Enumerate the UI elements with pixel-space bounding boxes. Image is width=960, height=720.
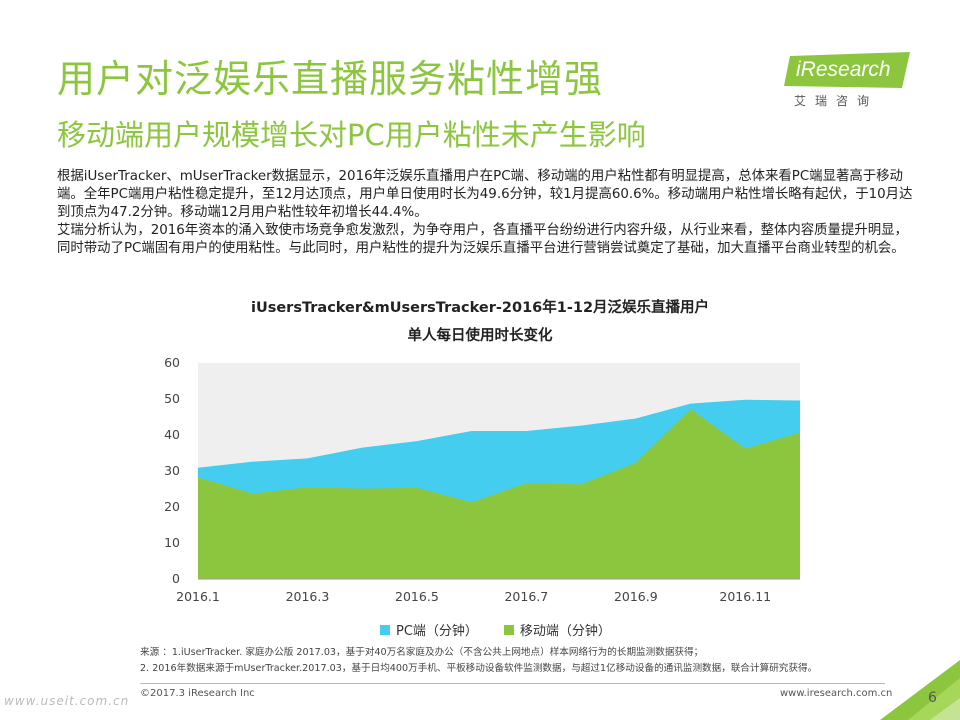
watermark: www.useit.com.cn <box>4 694 130 708</box>
legend-swatch-pc <box>380 624 390 635</box>
source-line-2: 2. 2016年数据来源于mUserTracker.2017.03，基于日均40… <box>140 663 818 674</box>
x-tick-label: 2016.7 <box>504 589 548 604</box>
logo-text: iResearch <box>796 58 891 81</box>
chart-legend: PC端（分钟） 移动端（分钟） <box>380 620 611 639</box>
paragraph-2: 艾瑞分析认为，2016年资本的涌入致使市场竞争愈发激烈，为争夺用户，各直播平台纷… <box>57 223 908 256</box>
chart-title-line1: iUsersTracker&mUsersTracker-2016年1-12月泛娱… <box>250 300 710 316</box>
page-title: 用户对泛娱乐直播服务粘性增强 <box>57 57 604 101</box>
legend-item-pc: PC端（分钟） <box>380 620 478 639</box>
source-note: 来源 ：1.iUserTracker. 家庭办公版 2017.03，基于对40万… <box>140 645 900 677</box>
source-line-1: 来源 ：1.iUserTracker. 家庭办公版 2017.03，基于对40万… <box>140 647 704 658</box>
x-tick-label: 2016.5 <box>395 589 439 604</box>
y-tick-label: 0 <box>172 571 180 586</box>
series-area-mobile <box>198 409 800 579</box>
site-url: www.iresearch.com.cn <box>780 688 893 699</box>
legend-label-pc: PC端（分钟） <box>396 624 478 639</box>
area-chart: 0 10 20 30 40 50 60 2016.1 2016.3 2016.5 2016.7 201… <box>164 355 800 604</box>
y-tick-label: 20 <box>164 499 180 514</box>
legend-item-mobile: 移动端（分钟） <box>503 620 611 639</box>
legend-label-mobile: 移动端（分钟） <box>519 624 611 639</box>
chart-title-line2: 单人每日使用时长变化 <box>407 328 553 344</box>
y-tick-label: 10 <box>164 535 180 550</box>
paragraph-1: 根据iUserTracker、mUserTracker数据显示，2016年泛娱乐… <box>57 169 913 220</box>
page-number: 6 <box>928 690 937 706</box>
x-tick-label: 2016.9 <box>614 589 658 604</box>
iresearch-logo: iResearch 艾瑞咨询 <box>784 52 914 110</box>
x-tick-label: 2016.3 <box>286 589 330 604</box>
y-tick-label: 50 <box>164 391 180 406</box>
description-text: 根据iUserTracker、mUserTracker数据显示，2016年泛娱乐… <box>57 168 915 258</box>
y-tick-label: 60 <box>164 355 180 370</box>
logo-mark-icon <box>784 52 910 88</box>
legend-swatch-mobile <box>503 624 514 635</box>
logo-cn-text: 艾瑞咨询 <box>794 94 879 108</box>
y-tick-label: 40 <box>164 427 180 442</box>
page-subtitle: 移动端用户规模增长对PC用户粘性未产生影响 <box>57 118 646 152</box>
x-tick-label: 2016.1 <box>176 589 220 604</box>
footer-divider <box>140 683 885 684</box>
x-tick-label: 2016.11 <box>719 589 771 604</box>
corner-decoration-icon <box>880 660 960 720</box>
copyright: ©2017.3 iResearch Inc <box>140 688 255 699</box>
y-tick-label: 30 <box>164 463 180 478</box>
